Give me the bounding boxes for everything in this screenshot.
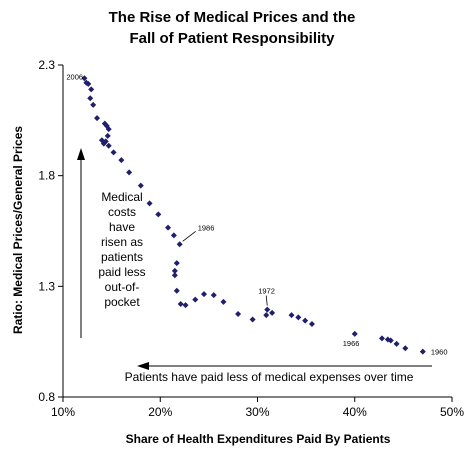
data-point	[263, 312, 270, 319]
data-point	[177, 301, 184, 308]
point-label: 1986	[198, 223, 215, 232]
point-label: 2006	[66, 72, 83, 81]
ticks: 0.8 1.3 1.8 2.3 10% 20% 30% 40% 50%	[38, 58, 464, 419]
data-point	[88, 86, 95, 93]
y-tick-label: 0.8	[38, 390, 55, 404]
data-point	[220, 298, 227, 305]
data-point	[384, 336, 391, 343]
data-point	[101, 120, 108, 127]
data-point	[173, 287, 180, 294]
data-point	[83, 79, 90, 86]
data-point	[170, 232, 177, 239]
data-point	[288, 312, 295, 319]
vertical-annotation-line: out-of-	[105, 280, 140, 294]
data-point	[87, 95, 94, 102]
data-point	[98, 137, 105, 144]
data-point	[378, 335, 385, 342]
data-point	[171, 272, 178, 279]
point-label-leader	[182, 230, 196, 242]
vertical-annotation: Medical costs have risen as patients paid les…	[98, 190, 145, 309]
annotations: Medical costs have risen as patients paid les…	[77, 148, 432, 384]
data-point	[105, 142, 112, 149]
y-tick-label: 1.3	[38, 279, 55, 293]
data-point	[173, 260, 180, 267]
y-tick-label: 2.3	[38, 58, 55, 72]
data-point	[171, 267, 178, 274]
data-point	[146, 200, 153, 207]
data-point	[81, 75, 88, 82]
data-point	[192, 296, 199, 303]
data-point	[269, 309, 276, 316]
data-points	[81, 75, 426, 355]
data-point	[402, 345, 409, 352]
y-axis-title: Ratio: Medical Prices/General Prices	[11, 126, 25, 334]
x-tick-label: 50%	[440, 405, 464, 419]
data-point	[249, 316, 256, 323]
x-tick-label: 20%	[148, 405, 172, 419]
point-label: 1960	[431, 348, 448, 357]
data-point	[235, 311, 242, 317]
vertical-annotation-line: costs	[108, 205, 136, 219]
x-tick-label: 40%	[343, 405, 367, 419]
x-tick-label: 10%	[51, 405, 75, 419]
vertical-annotation-line: pocket	[104, 295, 140, 309]
chart-title-line-1: The Rise of Medical Prices and the	[109, 9, 356, 26]
vertical-arrow-head	[77, 148, 85, 160]
vertical-annotation-line: have	[109, 220, 135, 234]
data-point	[104, 132, 111, 139]
data-point	[155, 211, 162, 218]
data-point	[182, 302, 189, 309]
chart-title-line-2: Fall of Patient Responsibility	[129, 30, 335, 47]
x-tick-label: 30%	[245, 405, 269, 419]
point-label-leader	[265, 295, 268, 306]
horizontal-arrow-head	[137, 362, 149, 370]
data-point	[118, 157, 125, 164]
data-point	[419, 348, 426, 355]
vertical-annotation-line: patients	[101, 250, 143, 264]
data-point	[295, 314, 302, 321]
data-point	[264, 306, 271, 313]
data-point	[201, 291, 208, 298]
data-point	[302, 317, 309, 324]
x-axis-title: Share of Health Expenditures Paid By Pat…	[126, 432, 391, 446]
vertical-annotation-line: risen as	[101, 235, 143, 249]
data-point	[351, 330, 358, 337]
vertical-annotation-line: Medical	[101, 190, 142, 204]
data-point	[210, 292, 217, 299]
y-tick-label: 1.8	[38, 169, 55, 183]
data-point	[393, 340, 400, 347]
point-label: 1966	[343, 339, 360, 348]
horizontal-annotation: Patients have paid less of medical expen…	[125, 370, 414, 384]
data-point	[308, 320, 315, 327]
data-point	[110, 149, 117, 156]
data-point	[90, 101, 97, 108]
point-label: 1972	[258, 287, 275, 296]
data-point	[137, 182, 144, 189]
point-labels: 2006 1986 1972 1966 1960	[66, 72, 447, 356]
vertical-annotation-line: paid less	[98, 265, 145, 279]
data-point	[165, 224, 172, 231]
data-point	[94, 115, 101, 122]
data-point	[126, 169, 133, 176]
data-point	[176, 241, 183, 248]
